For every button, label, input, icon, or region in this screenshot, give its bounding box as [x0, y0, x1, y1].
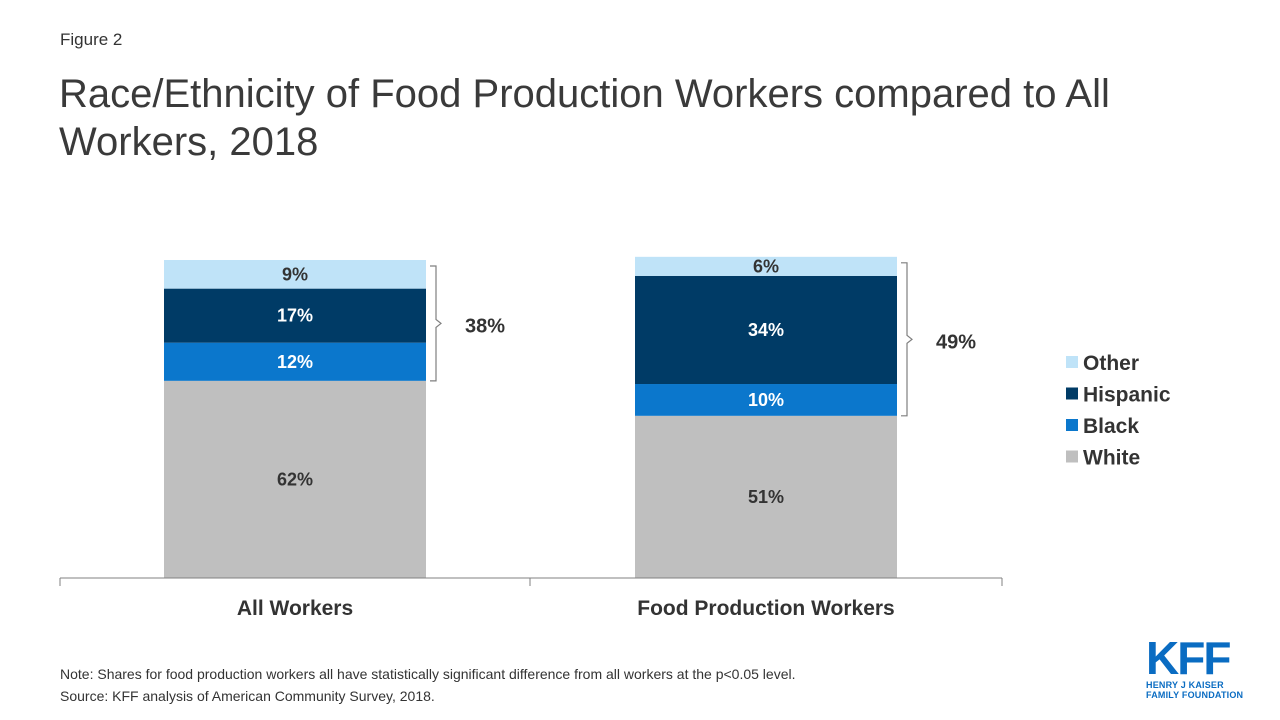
x-tick-label-all-workers: All Workers [237, 597, 353, 620]
logo-line-2: FAMILY FOUNDATION [1146, 690, 1244, 700]
data-label-food-production-workers-hispanic: 34% [748, 320, 784, 340]
legend-swatch-white [1066, 450, 1078, 463]
source-text: Source: KFF analysis of American Communi… [60, 688, 435, 704]
bar-segment-food-production-workers-black [635, 384, 897, 416]
bracket-food-production-workers [901, 262, 913, 417]
legend-label-white: White [1083, 447, 1140, 470]
legend-swatch-other [1066, 356, 1078, 368]
legend-label-hispanic: Hispanic [1083, 384, 1171, 407]
legend-label-other: Other [1083, 352, 1139, 375]
bracket-label-food-production-workers: 49% [936, 331, 976, 353]
bar-segment-food-production-workers-white [635, 415, 897, 578]
bar-segment-all-workers-white [164, 380, 426, 578]
figure-label: Figure 2 [60, 30, 123, 49]
legend-swatch-black [1066, 419, 1078, 431]
data-label-food-production-workers-white: 51% [748, 487, 784, 507]
bar-segment-all-workers-hispanic [164, 288, 426, 343]
bracket-all-workers [430, 265, 442, 382]
legend-swatch-hispanic [1066, 387, 1078, 400]
data-label-all-workers-other: 9% [282, 264, 308, 284]
data-label-all-workers-hispanic: 17% [277, 306, 313, 326]
footnotes: Note: Shares for food production workers… [60, 663, 796, 707]
data-label-food-production-workers-black: 10% [748, 390, 784, 410]
note-text: Note: Shares for food production workers… [60, 666, 796, 682]
data-label-all-workers-black: 12% [277, 352, 313, 372]
logo-line-1: HENRY J KAISER [1146, 680, 1224, 690]
bar-segment-food-production-workers-other [635, 256, 897, 276]
x-tick-label-food-production-workers: Food Production Workers [637, 597, 894, 620]
logo-mark: KFF [1146, 632, 1231, 684]
bracket-label-all-workers: 38% [465, 315, 505, 337]
chart-title: Race/Ethnicity of Food Production Worker… [59, 72, 1110, 164]
data-label-food-production-workers-other: 6% [753, 256, 779, 276]
legend-label-black: Black [1083, 415, 1139, 438]
data-label-all-workers-white: 62% [277, 469, 313, 489]
kff-logo: KFF HENRY J KAISER FAMILY FOUNDATION [1146, 632, 1244, 700]
bar-segment-food-production-workers-hispanic [635, 275, 897, 385]
bar-segment-all-workers-other [164, 260, 426, 289]
bar-segment-all-workers-black [164, 342, 426, 381]
